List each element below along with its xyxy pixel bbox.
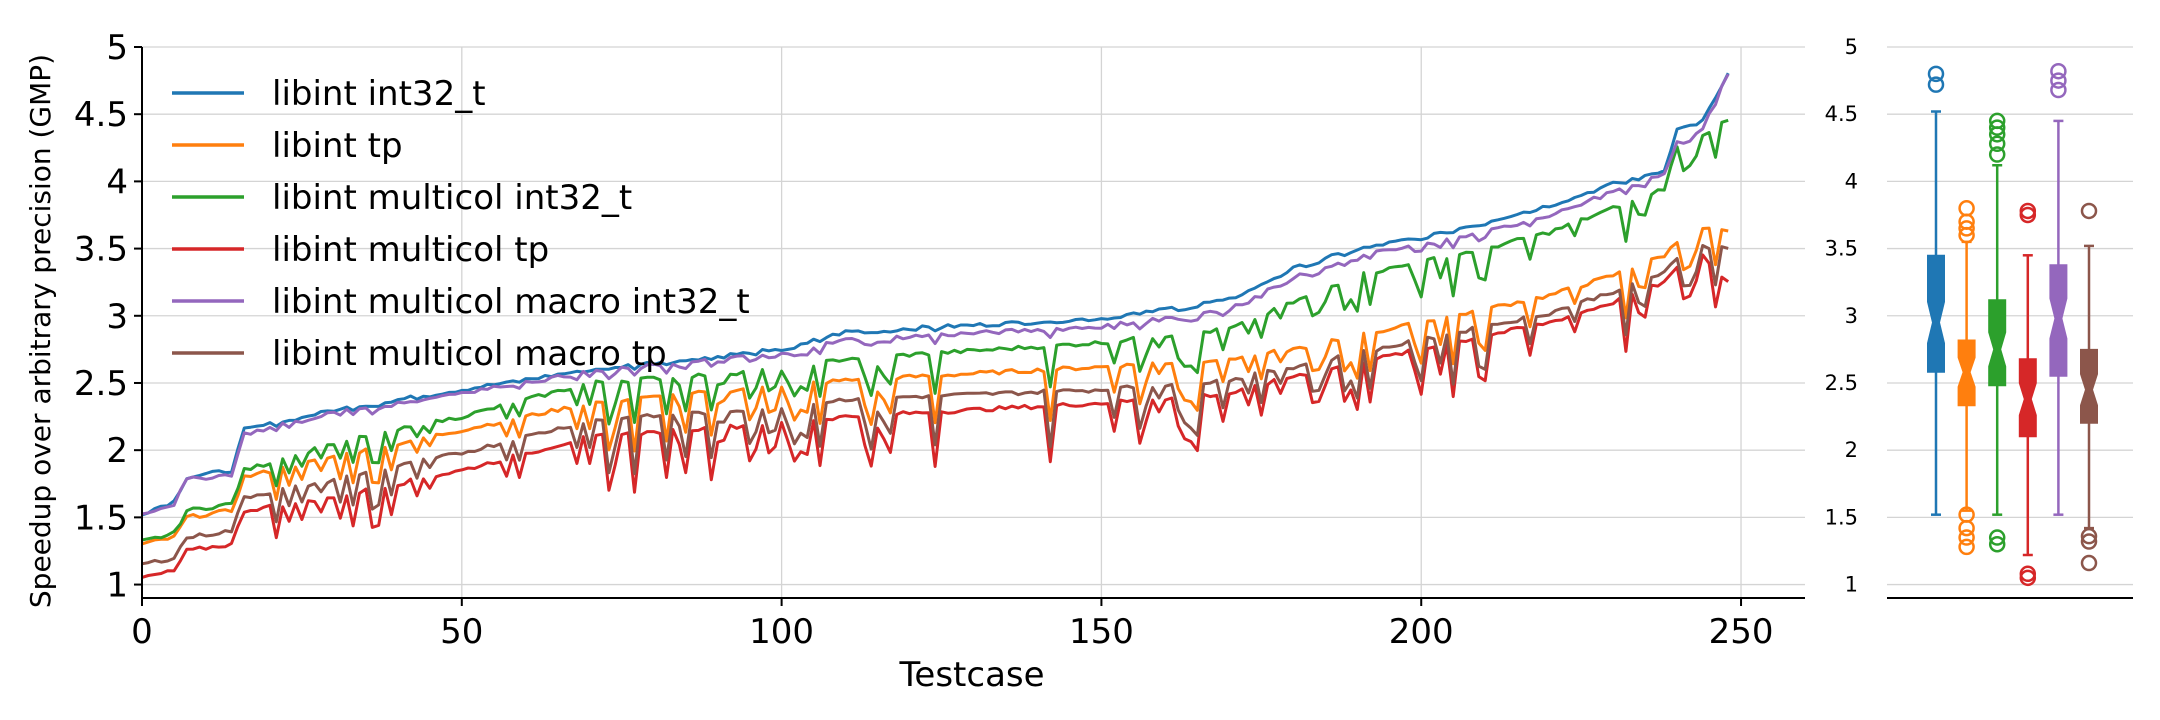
series-line (141, 253, 1730, 579)
box (1988, 112, 2007, 553)
y-axis-title: Speedup over arbitrary precision (GMP) (24, 54, 57, 608)
box-y-tick-label: 1.5 (1825, 505, 1858, 529)
outlier-point (2080, 533, 2098, 550)
boxes-group (1927, 62, 2098, 587)
box-y-tick-label: 2.5 (1825, 371, 1858, 395)
y-tick-label: 2.5 (74, 364, 128, 404)
y-tick-label: 5 (106, 28, 128, 68)
outlier-point (1988, 146, 2006, 163)
side-box-plot: 1 1.5 2 2.5 3 3.5 4 4.5 5 (1825, 35, 2133, 599)
x-tick-label: 100 (749, 612, 814, 652)
box-body (1957, 339, 1976, 407)
box-axes: 1 1.5 2 2.5 3 3.5 4 4.5 5 (1825, 35, 2133, 599)
box-y-tick-label: 4.5 (1825, 102, 1858, 126)
outlier-point (1958, 529, 1975, 546)
box-y-tick-label: 1 (1845, 573, 1858, 597)
outlier-point (2080, 527, 2098, 545)
series-line (141, 72, 1730, 517)
y-tick-label: 1 (106, 566, 128, 606)
x-tick-label: 200 (1389, 612, 1454, 652)
outlier-point (1958, 220, 1975, 237)
y-tick-label: 4 (106, 162, 128, 202)
y-tick-label: 3.5 (74, 230, 128, 270)
y-tick-label: 2 (106, 431, 128, 471)
box-body (2018, 358, 2037, 438)
outlier-point (1988, 112, 2006, 130)
outlier-point (1988, 535, 2006, 553)
outlier-point (2080, 554, 2098, 572)
outlier-point (1927, 76, 1945, 93)
main-line-plot: 0 50 100 150 200 250 1 1.5 2 2.5 3 3.5 4 4.5 5 Testcas… (24, 28, 1805, 695)
series-line (141, 244, 1729, 566)
outlier-point (2080, 202, 2098, 220)
box-body (1927, 254, 1945, 373)
outlier-point (1988, 135, 2006, 153)
outlier-point (1958, 200, 1975, 217)
box-y-tick-label: 4 (1845, 169, 1858, 193)
box-grid (1887, 46, 2133, 586)
series-line (141, 118, 1729, 542)
x-tick-label: 0 (131, 612, 153, 652)
outlier-point (2050, 62, 2067, 80)
y-tick-label: 4.5 (74, 95, 128, 135)
box-body (2049, 264, 2068, 377)
outlier-point (2050, 81, 2067, 99)
x-axis-title: Testcase (898, 655, 1044, 695)
box-body (1988, 299, 2007, 387)
box-y-tick-label: 3.5 (1825, 237, 1858, 261)
outlier-point (1988, 119, 2006, 136)
main-axes: 0 50 100 150 200 250 1 1.5 2 2.5 3 3.5 4 4.5 5 (74, 28, 1805, 652)
outlier-point (2019, 565, 2037, 583)
outlier-point (1958, 519, 1975, 537)
legend-label: libint tp (272, 126, 403, 166)
box (2080, 202, 2098, 572)
series-line (141, 226, 1729, 546)
outlier-point (2019, 202, 2037, 220)
legend-label: libint multicol macro int32_t (272, 282, 750, 322)
box-y-tick-label: 2 (1845, 438, 1858, 462)
outlier-point (1927, 65, 1945, 83)
x-tick-label: 250 (1709, 612, 1774, 652)
box-y-tick-label: 3 (1845, 304, 1858, 328)
box-y-tick-label: 5 (1845, 35, 1858, 59)
outlier-point (1958, 506, 1975, 523)
x-tick-label: 50 (440, 612, 483, 652)
legend-label: libint multicol macro tp (272, 334, 667, 374)
x-tick-label: 150 (1069, 612, 1134, 652)
main-series-group (141, 72, 1730, 579)
box (1927, 65, 1945, 516)
box (2018, 202, 2037, 587)
y-tick-label: 1.5 (74, 498, 128, 538)
box (1957, 200, 1976, 556)
outlier-point (1988, 529, 2006, 546)
box (2049, 62, 2068, 516)
legend-label: libint multicol tp (272, 230, 549, 270)
y-tick-label: 3 (106, 297, 128, 337)
outlier-point (2050, 72, 2067, 89)
legend-label: libint multicol int32_t (272, 178, 632, 218)
series-line (141, 73, 1730, 516)
box-body (2080, 348, 2098, 424)
legend-label: libint int32_t (272, 74, 486, 114)
outlier-point (1958, 538, 1975, 556)
